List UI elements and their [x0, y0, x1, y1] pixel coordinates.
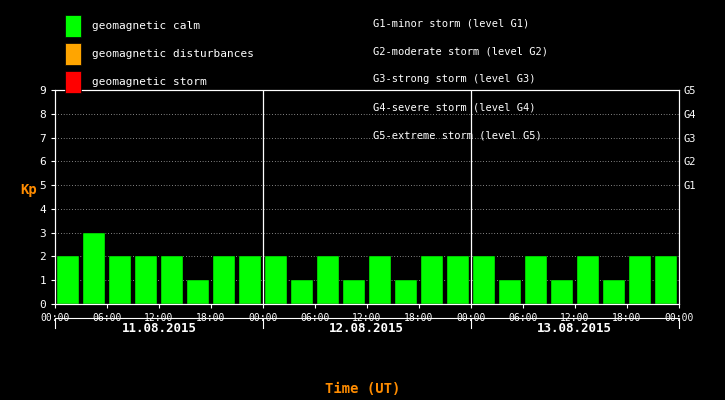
Bar — [291, 280, 313, 304]
Text: G1-minor storm (level G1): G1-minor storm (level G1) — [373, 18, 530, 28]
Text: geomagnetic calm: geomagnetic calm — [92, 21, 200, 31]
Y-axis label: Kp: Kp — [20, 183, 36, 197]
Text: 13.08.2015: 13.08.2015 — [537, 322, 612, 335]
Bar — [576, 256, 599, 304]
Bar — [551, 280, 573, 304]
Bar — [525, 256, 547, 304]
Bar — [629, 256, 650, 304]
Bar — [109, 256, 131, 304]
Bar — [447, 256, 469, 304]
Bar — [317, 256, 339, 304]
Bar — [369, 256, 391, 304]
Text: G5-extreme storm (level G5): G5-extreme storm (level G5) — [373, 130, 542, 140]
Text: 11.08.2015: 11.08.2015 — [122, 322, 196, 335]
Text: geomagnetic disturbances: geomagnetic disturbances — [92, 49, 254, 59]
Bar — [213, 256, 235, 304]
Bar — [57, 256, 79, 304]
Bar — [187, 280, 209, 304]
Text: G4-severe storm (level G4): G4-severe storm (level G4) — [373, 102, 536, 112]
Text: G3-strong storm (level G3): G3-strong storm (level G3) — [373, 74, 536, 84]
Bar — [499, 280, 521, 304]
Bar — [420, 256, 443, 304]
Bar — [655, 256, 676, 304]
Text: G2-moderate storm (level G2): G2-moderate storm (level G2) — [373, 46, 548, 56]
Bar — [161, 256, 183, 304]
Bar — [239, 256, 261, 304]
Bar — [135, 256, 157, 304]
Text: 12.08.2015: 12.08.2015 — [329, 322, 405, 335]
Bar — [265, 256, 287, 304]
Bar — [473, 256, 494, 304]
Bar — [395, 280, 417, 304]
Bar — [83, 233, 105, 304]
Bar — [343, 280, 365, 304]
Text: geomagnetic storm: geomagnetic storm — [92, 77, 207, 87]
Text: Time (UT): Time (UT) — [325, 382, 400, 396]
Bar — [602, 280, 625, 304]
